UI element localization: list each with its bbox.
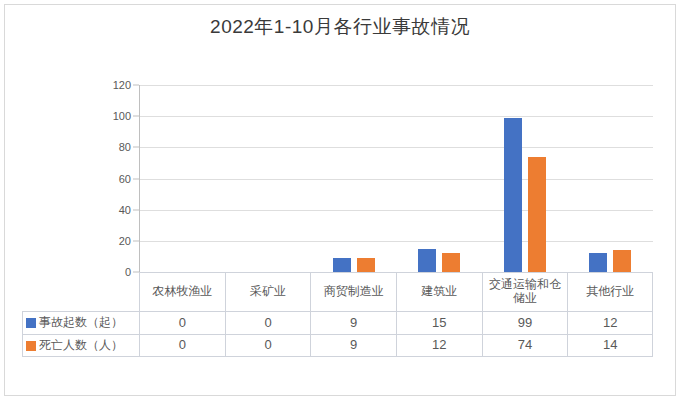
table-category-header: 采矿业 bbox=[225, 272, 311, 311]
legend-cell: 死亡人数（人） bbox=[22, 334, 139, 357]
table-value-cell: 9 bbox=[310, 334, 396, 357]
bar-accidents bbox=[333, 258, 351, 272]
table-value-cell: 12 bbox=[396, 334, 482, 357]
table-category-header: 其他行业 bbox=[567, 272, 653, 311]
category-band bbox=[226, 85, 312, 272]
table-category-header: 农林牧渔业 bbox=[139, 272, 225, 311]
legend-cell: 事故起数（起） bbox=[22, 311, 139, 334]
y-tick-label: 80 bbox=[119, 141, 131, 153]
table-category-header: 建筑业 bbox=[396, 272, 482, 311]
y-tick-label: 40 bbox=[119, 204, 131, 216]
table-value-cell: 9 bbox=[310, 311, 396, 334]
legend-label-accidents: 事故起数（起） bbox=[39, 316, 123, 330]
table-value-cell: 99 bbox=[482, 311, 568, 334]
table-value-cell: 14 bbox=[567, 334, 653, 357]
table-value-cell: 0 bbox=[225, 311, 311, 334]
y-tick-label: 20 bbox=[119, 235, 131, 247]
bar-accidents bbox=[589, 253, 607, 272]
table-value-cell: 0 bbox=[225, 334, 311, 357]
plot-area bbox=[139, 85, 653, 273]
bar-accidents bbox=[504, 118, 522, 272]
y-tick-label: 120 bbox=[113, 79, 131, 91]
table-value-cell: 15 bbox=[396, 311, 482, 334]
table-value-cell: 0 bbox=[139, 311, 225, 334]
legend-swatch-deaths bbox=[26, 341, 36, 351]
table-category-header: 交通运输和仓储业 bbox=[482, 272, 568, 311]
bar-deaths bbox=[357, 258, 375, 272]
table-value-cell: 74 bbox=[482, 334, 568, 357]
table-value-cell: 12 bbox=[567, 311, 653, 334]
category-band bbox=[397, 85, 483, 272]
y-axis-labels: 020406080100120 bbox=[85, 85, 131, 272]
table-corner-cell bbox=[22, 272, 139, 311]
category-band bbox=[568, 85, 654, 272]
bar-deaths bbox=[613, 250, 631, 272]
y-tick-label: 60 bbox=[119, 173, 131, 185]
legend-swatch-accidents bbox=[26, 318, 36, 328]
table-category-header: 商贸制造业 bbox=[310, 272, 396, 311]
table-value-cell: 0 bbox=[139, 334, 225, 357]
legend-label-deaths: 死亡人数（人） bbox=[39, 339, 123, 353]
data-table: 农林牧渔业采矿业商贸制造业建筑业交通运输和仓储业其他行业事故起数（起）00915… bbox=[22, 272, 653, 357]
bar-accidents bbox=[418, 249, 436, 272]
bar-deaths bbox=[528, 157, 546, 272]
bar-deaths bbox=[442, 253, 460, 272]
category-band bbox=[140, 85, 226, 272]
category-band bbox=[482, 85, 568, 272]
category-band bbox=[311, 85, 397, 272]
chart-window: 2022年1-10月各行业事故情况 020406080100120 农林牧渔业采… bbox=[0, 0, 680, 400]
chart-title: 2022年1-10月各行业事故情况 bbox=[0, 14, 680, 40]
y-tick-label: 100 bbox=[113, 110, 131, 122]
